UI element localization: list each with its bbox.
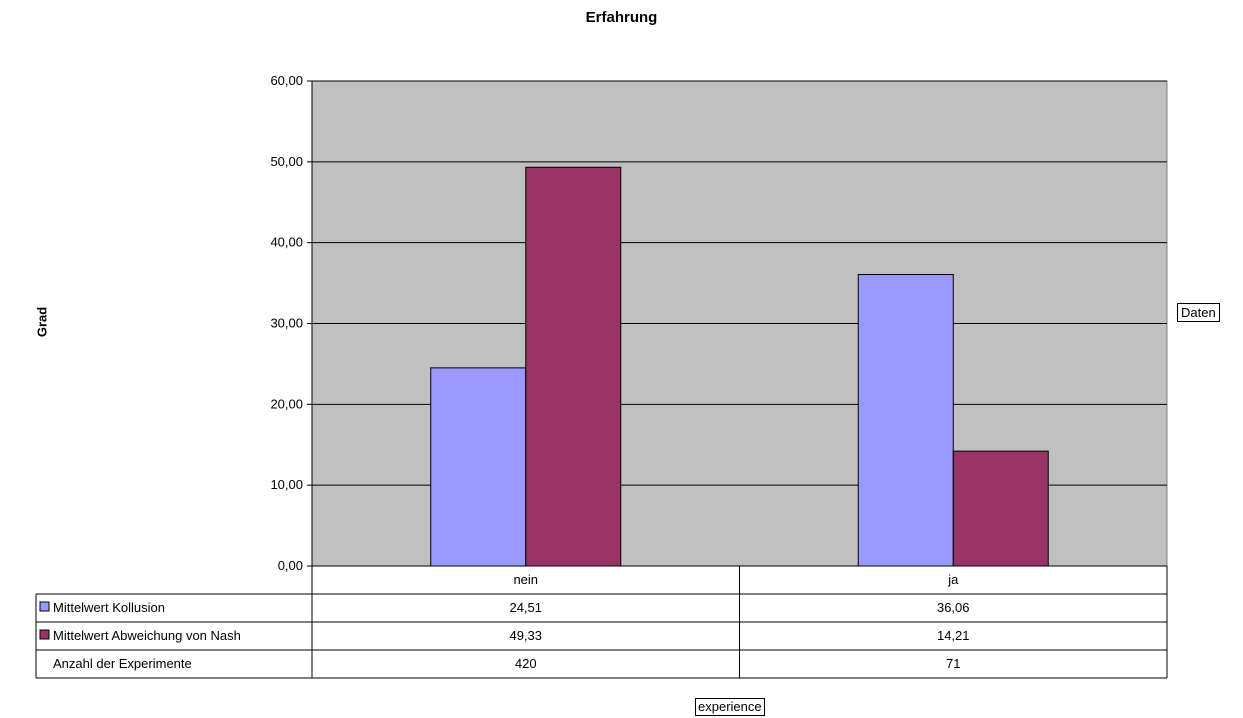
chart-title: Erfahrung [585,9,658,26]
bar [525,166,622,567]
legend-key [39,601,50,612]
legend-entry: Mittelwert Kollusion [53,600,165,615]
bar [952,450,1049,567]
data-label: 24,51 [509,600,542,615]
y-tick-label: 30,00 [270,316,303,331]
y-tick-label: 50,00 [270,154,303,169]
x-tick-label: ja [947,572,959,587]
y-tick-label: 60,00 [270,73,303,88]
bar [857,274,954,567]
legend-entry: Mittelwert Abweichung von Nash [53,628,241,643]
data-label: 36,06 [937,600,970,615]
bar [430,367,527,567]
y-tick-label: 40,00 [270,235,303,250]
table-row-label: Anzahl der Experimente [53,656,192,671]
data-label: 49,33 [509,628,542,643]
y-tick-label: 20,00 [270,396,303,411]
x-tick-label: nein [513,572,538,587]
series-field-button[interactable]: Daten [1177,303,1220,322]
table-cell: 71 [946,656,960,671]
table-cell: 420 [515,656,537,671]
y-tick-label: 0,00 [278,558,303,573]
data-label: 14,21 [937,628,970,643]
legend-key [39,629,50,640]
y-tick-label: 10,00 [270,477,303,492]
x-axis-field-button[interactable]: experience [695,698,765,716]
